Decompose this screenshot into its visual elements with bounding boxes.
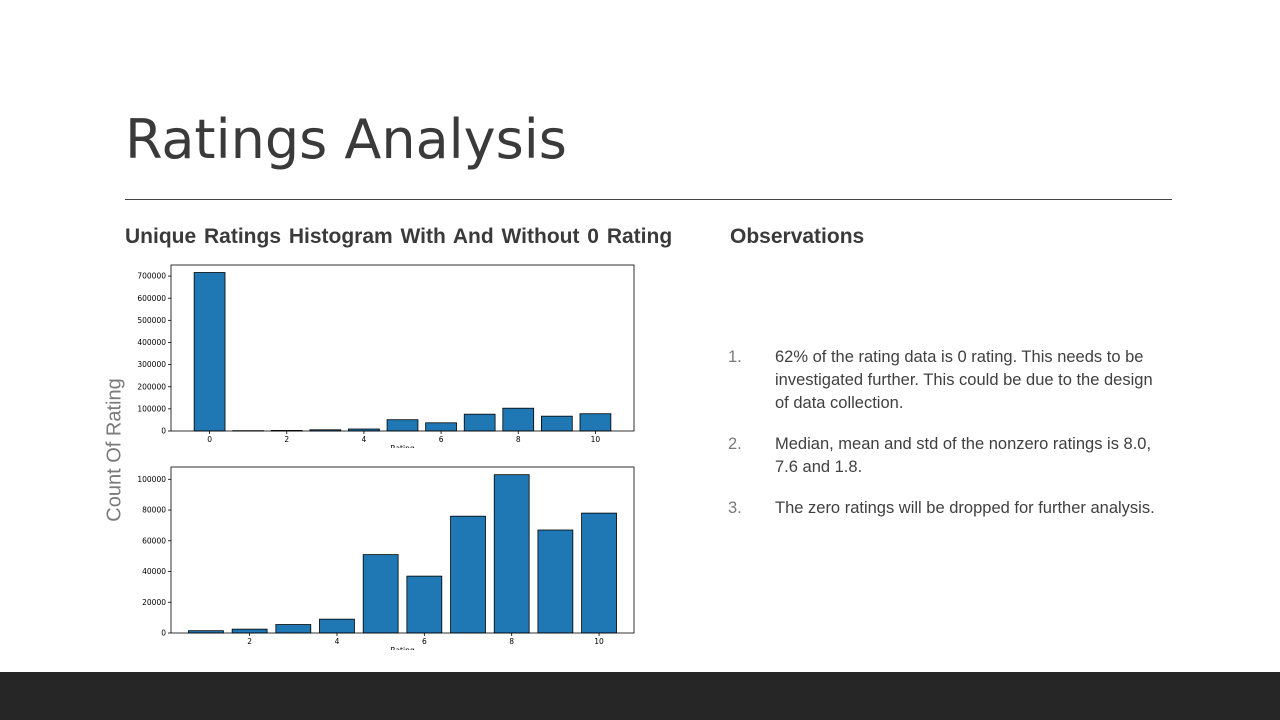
x-tick-label: 4 <box>335 637 340 646</box>
x-tick-label: 10 <box>591 435 601 444</box>
observation-text: The zero ratings will be dropped for fur… <box>775 499 1155 517</box>
bar-rating-7 <box>463 413 496 432</box>
observations-heading: Observations <box>730 225 865 248</box>
y-tick-label: 0 <box>161 427 166 436</box>
bar-rating-6 <box>406 575 443 634</box>
y-tick-label: 60000 <box>142 536 166 545</box>
histogram-with-zero: 0 2 4 6 8 10 0 100000 200000 300000 400000 500000 60… <box>125 258 645 448</box>
x-tick-label: 8 <box>509 637 514 646</box>
observations-list: 1. 62% of the rating data is 0 rating. T… <box>728 346 1168 538</box>
y-tick-label: 20000 <box>142 598 166 607</box>
observation-text: Median, mean and std of the nonzero rati… <box>775 435 1152 476</box>
y-tick-label: 500000 <box>137 316 166 325</box>
bar-rating-0 <box>193 272 226 432</box>
observation-number: 1. <box>728 348 742 366</box>
y-tick-label: 700000 <box>137 272 166 281</box>
bar-rating-8 <box>493 474 530 634</box>
observation-item: 1. 62% of the rating data is 0 rating. T… <box>728 346 1168 415</box>
x-tick-label: 4 <box>362 435 367 444</box>
y-tick-label: 100000 <box>137 475 166 484</box>
histogram-without-zero: 2 4 6 8 10 0 20000 40000 60000 80000 100000 Rating <box>125 460 645 650</box>
title-divider <box>125 199 1172 200</box>
observation-text: 62% of the rating data is 0 rating. This… <box>775 348 1153 412</box>
y-tick-label: 40000 <box>142 567 166 576</box>
shared-y-axis-label: Count Of Rating <box>103 378 126 522</box>
x-axis-label: Rating <box>390 444 414 448</box>
bar-rating-7 <box>450 515 486 634</box>
bar-rating-6 <box>425 422 457 432</box>
y-tick-label: 0 <box>161 629 166 638</box>
y-tick-label: 200000 <box>137 382 166 391</box>
bar-rating-5 <box>386 419 419 432</box>
x-axis-label: Rating <box>390 646 414 650</box>
y-tick-label: 600000 <box>137 294 166 303</box>
histogram-heading: Unique Ratings Histogram With And Withou… <box>125 225 673 248</box>
bar-rating-10 <box>581 512 617 634</box>
y-tick-label: 80000 <box>142 506 166 515</box>
bar-rating-3 <box>275 624 312 634</box>
observation-number: 2. <box>728 435 742 453</box>
x-tick-label: 0 <box>207 435 212 444</box>
x-tick-label: 10 <box>594 637 604 646</box>
observation-number: 3. <box>728 499 742 517</box>
x-tick-label: 8 <box>516 435 521 444</box>
bar-rating-10 <box>579 413 612 432</box>
bar-rating-9 <box>540 415 573 432</box>
y-tick-label: 300000 <box>137 360 166 369</box>
x-tick-label: 6 <box>439 435 444 444</box>
bar-rating-2 <box>231 628 268 634</box>
x-tick-label: 2 <box>284 435 289 444</box>
x-tick-label: 2 <box>247 637 252 646</box>
y-tick-label: 400000 <box>137 338 166 347</box>
plot-frame <box>170 264 635 432</box>
bar-rating-9 <box>537 529 574 634</box>
y-tick-label: 100000 <box>137 404 166 413</box>
observation-item: 3. The zero ratings will be dropped for … <box>728 497 1168 520</box>
plot-frame <box>170 466 635 634</box>
bar-rating-8 <box>502 407 535 432</box>
observation-item: 2. Median, mean and std of the nonzero r… <box>728 433 1168 479</box>
bar-rating-5 <box>362 554 399 634</box>
histogram-with-zero-svg: 0 2 4 6 8 10 0 100000 200000 300000 400000 500000 60… <box>137 264 635 448</box>
histogram-without-zero-svg: 2 4 6 8 10 0 20000 40000 60000 80000 100000 Rating <box>137 466 635 650</box>
bar-rating-4 <box>319 618 355 634</box>
shared-y-axis-label-wrap: Count Of Rating <box>103 300 127 600</box>
slide-title: Ratings Analysis <box>125 108 567 171</box>
footer-bar <box>0 672 1280 720</box>
x-tick-label: 6 <box>422 637 427 646</box>
